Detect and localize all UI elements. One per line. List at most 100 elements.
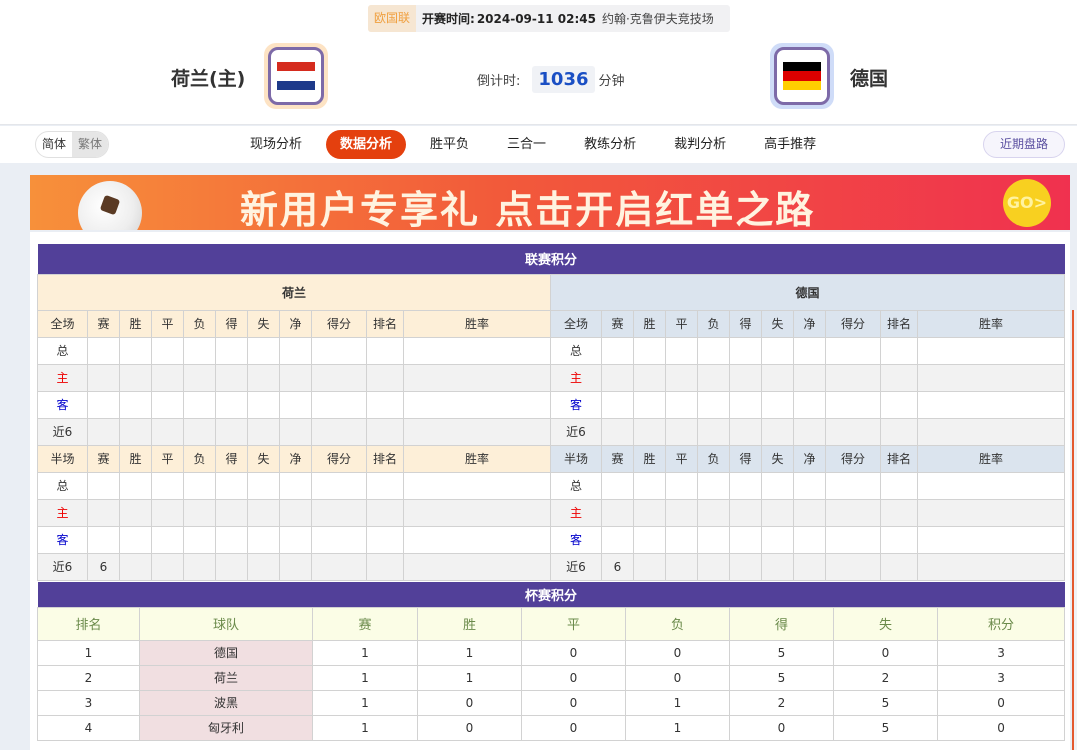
table-cell (633, 471, 666, 500)
tab-coach-analysis[interactable]: 教练分析 (584, 137, 637, 152)
table-cell: 0 (521, 714, 626, 741)
table-cell (151, 498, 184, 527)
table-cell (215, 390, 248, 419)
content-panel: 联赛积分 荷兰 德国 全场赛胜平负得失净得分 排名 胜率 全场赛胜平负得失净得分 排名 胜率… (30, 232, 1070, 750)
table-cell (151, 336, 184, 365)
table-cell (311, 363, 367, 392)
table-cell (697, 525, 730, 554)
table-row: 客客 (37, 390, 1066, 419)
cup-standings-table: 杯赛积分 排名 球队赛胜平负得失积分 1 德国 1 1 0 0 5 0 3 2 荷兰 1 1 0 0 5 2 3 3 波黑… (37, 582, 1066, 741)
tab-expert-picks[interactable]: 高手推荐 (764, 137, 817, 152)
recent-odds-button[interactable]: 近期盘路 (983, 131, 1065, 158)
league-standings-table: 联赛积分 荷兰 德国 全场赛胜平负得失净得分 排名 胜率 全场赛胜平负得失净得分 排名 胜率… (37, 244, 1066, 581)
table-cell (825, 417, 881, 446)
column-header: 失 (247, 444, 280, 473)
table-cell (601, 498, 634, 527)
column-header: 球队 (139, 606, 313, 641)
table-cell (151, 471, 184, 500)
table-row: 1 德国 1 1 0 0 5 0 3 (37, 639, 1066, 666)
column-header: 胜 (119, 309, 152, 338)
tab-referee-analysis[interactable]: 裁判分析 (674, 137, 727, 152)
countdown-unit: 分钟 (598, 74, 625, 89)
table-cell (697, 417, 730, 446)
table-cell (633, 525, 666, 554)
column-header: 得 (729, 444, 762, 473)
column-header: 排名 (366, 444, 404, 473)
table-cell (119, 390, 152, 419)
column-header: 胜率 (916, 444, 1066, 473)
team-cell[interactable]: 荷兰 (139, 664, 313, 691)
table-cell (916, 336, 1066, 365)
column-header: 排名 (880, 444, 918, 473)
team-cell[interactable]: 匈牙利 (139, 714, 313, 741)
team-cell[interactable]: 波黑 (139, 689, 313, 716)
tab-live-analysis[interactable]: 现场分析 (250, 137, 303, 152)
column-header: 负 (697, 444, 730, 473)
table-cell (916, 498, 1066, 527)
table-cell (311, 417, 367, 446)
column-header: 胜 (119, 444, 152, 473)
table-cell (665, 390, 698, 419)
table-cell (279, 525, 312, 554)
go-button[interactable]: GO> (1003, 179, 1051, 227)
analysis-nav: 简体 繁体 现场分析 数据分析 胜平负 三合一 教练分析 裁判分析 高手推荐 近… (0, 126, 1077, 163)
table-cell (697, 471, 730, 500)
side-scroll-edge[interactable] (1072, 310, 1077, 750)
table-cell (279, 390, 312, 419)
table-cell: 3 (936, 664, 1066, 691)
team-cell[interactable]: 德国 (139, 639, 313, 666)
home-team-name[interactable]: 荷兰(主) (171, 68, 246, 90)
table-cell (119, 525, 152, 554)
table-cell (279, 498, 312, 527)
table-cell (665, 498, 698, 527)
table-cell: 3 (936, 639, 1066, 666)
full-header-row: 全场赛胜平负得失净得分 排名 胜率 全场赛胜平负得失净得分 排名 胜率 (37, 309, 1066, 338)
table-cell (665, 471, 698, 500)
home-team-flag[interactable] (264, 43, 328, 109)
column-header: 净 (793, 309, 826, 338)
traditional-button[interactable]: 繁体 (72, 132, 109, 157)
venue: 约翰·克鲁伊夫竞技场 (601, 12, 714, 26)
table-cell (183, 525, 216, 554)
table-cell (366, 471, 404, 500)
table-cell (916, 390, 1066, 419)
table-cell (403, 363, 551, 392)
row-label: 客 (37, 525, 88, 554)
league-badge[interactable]: 欧国联 (368, 5, 417, 32)
table-cell (366, 417, 404, 446)
table-cell (247, 336, 280, 365)
away-team-header: 德国 (549, 273, 1066, 311)
column-header: 赛 (601, 444, 634, 473)
table-cell (761, 471, 794, 500)
away-team-flag[interactable] (770, 43, 834, 109)
away-team-name[interactable]: 德国 (850, 68, 889, 90)
simplified-button[interactable]: 简体 (42, 137, 67, 151)
table-cell (119, 471, 152, 500)
table-cell (880, 471, 918, 500)
table-cell (761, 390, 794, 419)
table-cell (279, 363, 312, 392)
table-cell (247, 552, 280, 581)
table-cell: 2 (833, 664, 938, 691)
table-cell (729, 390, 762, 419)
tab-data-analysis[interactable]: 数据分析 (326, 130, 407, 159)
table-cell: 0 (625, 664, 730, 691)
table-cell (601, 471, 634, 500)
table-cell (183, 390, 216, 419)
table-cell: 3 (37, 689, 140, 716)
table-cell (366, 363, 404, 392)
column-header: 得分 (825, 444, 881, 473)
column-header: 负 (625, 606, 730, 641)
table-cell (215, 525, 248, 554)
tab-three-in-one[interactable]: 三合一 (507, 137, 547, 152)
table-cell (880, 363, 918, 392)
table-cell (729, 417, 762, 446)
table-cell (215, 498, 248, 527)
table-cell (151, 363, 184, 392)
column-header: 负 (183, 309, 216, 338)
tab-1x2[interactable]: 胜平负 (430, 137, 470, 152)
table-cell (793, 417, 826, 446)
table-cell (729, 471, 762, 500)
promo-banner[interactable]: 新用户专享礼 点击开启红单之路 GO> (30, 175, 1070, 230)
table-cell (119, 363, 152, 392)
